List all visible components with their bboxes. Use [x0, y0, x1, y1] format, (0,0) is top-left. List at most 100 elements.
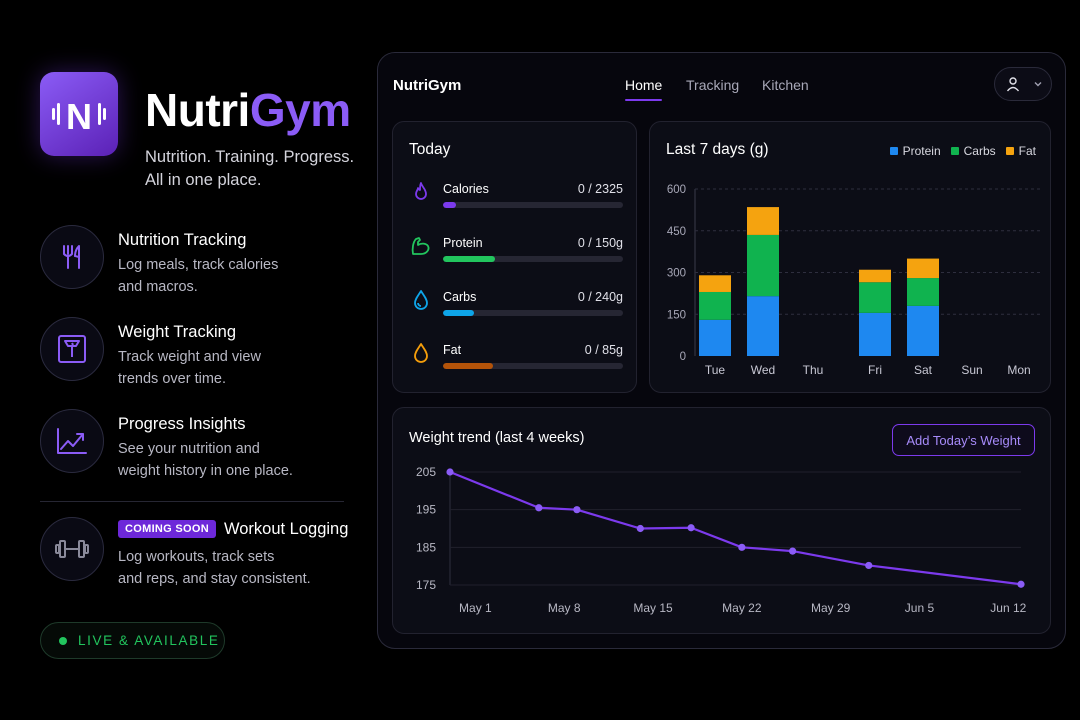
feature-desc-line2: and macros.	[118, 278, 198, 295]
macro-progress-track	[443, 310, 623, 316]
macro-progress-track	[443, 363, 623, 369]
live-status-pill: LIVE & AVAILABLE	[40, 622, 225, 659]
active-tab-indicator	[625, 99, 663, 101]
legend-item-fat: Fat	[1005, 144, 1036, 158]
feature-desc-line2: weight history in one place.	[118, 462, 293, 479]
x-tick-label: Sat	[914, 363, 933, 377]
feature-desc-line1: Track weight and view	[118, 349, 261, 365]
bar-segment-carbs	[907, 278, 939, 306]
x-tick-label: May 1	[459, 601, 492, 615]
macro-progress-track	[443, 256, 623, 262]
legend-swatch	[950, 147, 959, 155]
macro-label: Protein	[443, 236, 483, 250]
feature-desc-line2: trends over time.	[118, 370, 226, 387]
drop-icon	[414, 290, 428, 310]
weight-point	[687, 524, 695, 532]
app-title: NutriGym	[393, 77, 462, 94]
today-card: Today Calories 0 / 2325 Protein 0 / 150g…	[392, 121, 637, 393]
weight-point	[865, 561, 873, 570]
tagline-line1: Nutrition. Training. Progress.	[145, 148, 355, 166]
tab-tracking-label: Tracking	[686, 77, 740, 93]
app-window: NutriGym Home Tracking Kitchen Today Cal…	[377, 52, 1066, 649]
macro-value: 0 / 2325	[577, 182, 623, 196]
bar-segment-protein	[747, 296, 779, 356]
brand-name-part2: Gym	[249, 84, 351, 136]
brand-name: NutriGym	[145, 84, 351, 136]
y-tick-label: 185	[416, 540, 436, 554]
tab-kitchen-label: Kitchen	[762, 77, 809, 93]
weight-trend-card: Weight trend (last 4 weeks) Add Today’s …	[392, 407, 1051, 634]
y-tick-label: 175	[416, 578, 436, 592]
x-tick-label: Jun 12	[990, 601, 1026, 615]
tagline-line2: All in one place.	[145, 171, 262, 189]
macro-progress-fill	[443, 202, 456, 208]
feature-title: Nutrition Tracking	[118, 231, 247, 249]
weight-point	[446, 468, 454, 476]
feature-desc-line2: and reps, and stay consistent.	[118, 570, 311, 587]
tab-kitchen[interactable]: Kitchen	[762, 77, 809, 93]
weight-point	[636, 524, 644, 533]
legend-item-protein: Protein	[889, 144, 941, 158]
weekly-macros-card: Last 7 days (g) Protein Carbs Fat 0 150 30…	[649, 121, 1051, 393]
macro-progress-fill	[443, 256, 496, 262]
weight-point	[1017, 580, 1025, 588]
trend-up-icon	[40, 409, 104, 473]
bar-segment-carbs	[747, 234, 779, 297]
x-tick-label: May 8	[548, 601, 581, 615]
app-logo: N	[40, 72, 118, 156]
user-icon	[1006, 77, 1020, 92]
x-tick-label: Tue	[705, 363, 726, 377]
bar-segment-protein	[907, 305, 939, 356]
x-tick-label: May 15	[633, 601, 673, 615]
bar-segment-fat	[747, 207, 779, 235]
y-tick-label: 0	[680, 351, 686, 363]
bar-segment-carbs	[699, 291, 731, 320]
macro-progress-fill	[443, 310, 474, 316]
macro-protein: Protein 0 / 150g	[409, 234, 623, 274]
tab-home-label: Home	[625, 77, 663, 93]
macro-progress-track	[443, 202, 623, 208]
y-tick-label: 195	[416, 503, 436, 517]
y-tick-label: 450	[667, 226, 686, 238]
weight-chart-title: Weight trend (last 4 weeks)	[409, 430, 585, 446]
macro-value: 0 / 240g	[577, 290, 623, 304]
live-status-dot	[59, 636, 67, 645]
feature-desc: Track weight and view trends over time.	[118, 347, 358, 390]
feature-desc-line1: Log meals, track calories	[118, 257, 279, 273]
chevron-down-icon	[1034, 82, 1042, 87]
weekly-chart-legend: Protein Carbs Fat	[880, 144, 1036, 158]
macro-calories: Calories 0 / 2325	[409, 180, 623, 220]
legend-swatch	[889, 147, 898, 155]
y-tick-label: 600	[667, 184, 686, 196]
macro-value: 0 / 150g	[577, 236, 623, 250]
legend-label: Carbs	[963, 144, 996, 158]
weight-line	[449, 470, 1022, 586]
oil-drop-icon	[414, 343, 428, 363]
macro-carbs: Carbs 0 / 240g	[409, 288, 623, 328]
feature-title: COMING SOON Workout Logging	[118, 520, 348, 539]
feature-desc: Log workouts, track sets and reps, and s…	[118, 547, 358, 590]
weight-point	[535, 504, 543, 512]
live-status-label: LIVE & AVAILABLE	[78, 633, 220, 648]
coming-soon-badge: COMING SOON	[118, 520, 216, 538]
tab-tracking[interactable]: Tracking	[686, 77, 739, 93]
x-tick-label: Mon	[1007, 363, 1030, 377]
weight-point	[738, 543, 746, 551]
legend-label: Fat	[1018, 144, 1036, 158]
scale-icon	[40, 317, 104, 381]
bar-segment-protein	[859, 312, 891, 356]
add-todays-weight-button[interactable]: Add Today’s Weight	[892, 424, 1035, 456]
x-tick-label: Jun 5	[905, 601, 935, 615]
feature-desc-line1: Log workouts, track sets	[118, 549, 275, 565]
bar-segment-fat	[907, 258, 939, 279]
legend-swatch	[1005, 147, 1014, 155]
y-tick-label: 205	[416, 465, 436, 479]
tab-home[interactable]: Home	[625, 77, 663, 101]
weekly-chart-title: Last 7 days (g)	[666, 141, 769, 158]
x-tick-label: Wed	[751, 363, 775, 377]
weight-point	[573, 506, 581, 514]
x-tick-label: Thu	[803, 363, 824, 377]
user-menu-button[interactable]	[994, 67, 1052, 101]
x-tick-label: May 29	[811, 601, 851, 615]
feature-title: Progress Insights	[118, 415, 246, 433]
